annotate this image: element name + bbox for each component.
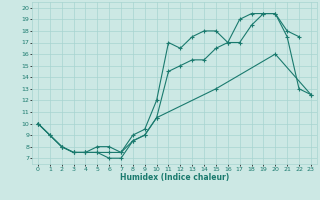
- X-axis label: Humidex (Indice chaleur): Humidex (Indice chaleur): [120, 173, 229, 182]
